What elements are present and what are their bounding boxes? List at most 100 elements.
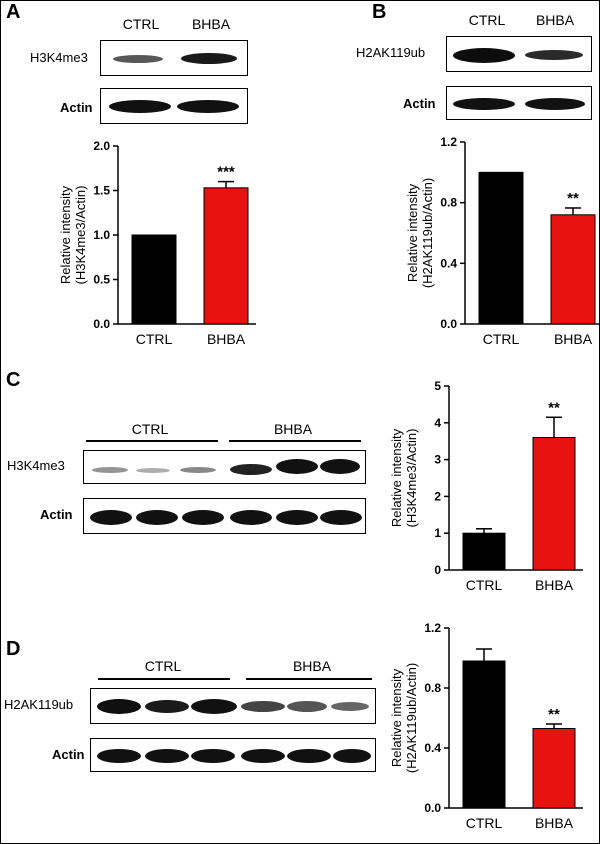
panel-c-blot-actin <box>83 498 366 534</box>
y-axis-label: Relative intensity <box>58 185 73 284</box>
bar-bhba <box>203 187 249 325</box>
panel-d-group-bhba: BHBA <box>292 658 332 674</box>
panel-c-blot-label-actin: Actin <box>40 507 73 522</box>
blot-band <box>241 749 285 763</box>
blot-band <box>109 100 171 113</box>
bar-bhba <box>532 728 576 809</box>
x-tick-label: BHBA <box>535 577 574 593</box>
y-tick-label: 2 <box>434 489 441 503</box>
y-tick-label: 0.4 <box>424 741 441 755</box>
panel-b-blot-actin <box>446 86 592 120</box>
y-tick-label: 0.8 <box>440 196 457 210</box>
panel-b-blot-label-actin: Actin <box>403 96 436 111</box>
panel-c-group-ctrl: CTRL <box>131 421 169 437</box>
y-tick-label: 1.0 <box>93 228 110 242</box>
bar-ctrl <box>462 532 506 571</box>
y-tick-label: 1.2 <box>424 621 441 635</box>
panel-b-col-bhba: BHBA <box>535 12 575 28</box>
blot-band <box>276 459 318 474</box>
blot-band <box>145 700 189 713</box>
x-tick-label: BHBA <box>554 331 593 347</box>
panel-a-blot-h3k4me3 <box>100 40 248 76</box>
y-axis-label: (H3K4me3/Actin) <box>73 186 88 285</box>
panel-d-bar-chart: 0.0 0.4 0.8 1.2 Relative intensity (H2AK119ub… <box>389 621 583 831</box>
blot-band <box>177 100 239 113</box>
panel-c-blot-h3k4me3 <box>83 450 366 484</box>
bar-bhba <box>532 437 576 571</box>
blot-band <box>525 50 583 60</box>
blot-band <box>191 699 237 714</box>
blot-band <box>181 53 237 64</box>
panel-d-group-ctrl: CTRL <box>144 658 182 674</box>
y-tick-label: 0.5 <box>93 273 110 287</box>
blot-band <box>241 701 285 712</box>
y-axis-label: Relative intensity <box>405 183 420 282</box>
x-tick-label: BHBA <box>207 331 246 347</box>
x-tick-label: CTRL <box>136 331 173 347</box>
panel-c-group-ctrl-line <box>86 440 218 442</box>
y-tick-label: 0.0 <box>424 801 441 815</box>
significance-marker: ** <box>567 190 579 207</box>
panel-a-blot-actin <box>100 88 248 124</box>
panel-d-blot-label-actin: Actin <box>52 747 85 762</box>
y-tick-label: 0.8 <box>424 681 441 695</box>
panel-d-blot-actin <box>90 738 376 772</box>
blot-band <box>333 749 371 763</box>
y-tick-label: 0.4 <box>440 256 457 270</box>
panel-a-blot-label-actin: Actin <box>60 100 93 115</box>
blot-band <box>90 510 132 525</box>
panel-b-bar-chart: 0.0 0.4 0.8 1.2 Relative intensity (H2AK119ub… <box>405 135 600 347</box>
bar-ctrl <box>462 660 506 809</box>
blot-band <box>287 701 327 712</box>
y-tick-label: 1.5 <box>93 184 110 198</box>
panel-c-letter: C <box>6 369 21 391</box>
y-axis-label: Relative intensity <box>389 428 404 527</box>
blot-band <box>180 467 216 473</box>
blot-band <box>331 702 369 711</box>
panel-b-col-ctrl: CTRL <box>468 12 506 28</box>
panel-d-blot-label-h2ak119ub: H2AK119ub <box>4 697 74 712</box>
blot-band <box>136 468 170 473</box>
significance-marker: ** <box>548 399 560 416</box>
panel-d-blot-h2ak119ub <box>90 688 376 724</box>
blot-band <box>320 510 362 525</box>
blot-band <box>97 749 141 763</box>
blot-band <box>136 510 178 525</box>
panel-a-letter: A <box>6 1 21 23</box>
y-axis-label: (H2AK119ub/Actin) <box>420 178 435 288</box>
blot-band <box>276 510 318 525</box>
blot-band <box>145 749 189 763</box>
bar-ctrl <box>131 234 177 325</box>
y-tick-label: 1 <box>434 526 441 540</box>
blot-band <box>525 98 585 110</box>
x-tick-label: CTRL <box>483 331 520 347</box>
panel-a-col-bhba: BHBA <box>191 16 231 32</box>
blot-band <box>92 467 128 473</box>
blot-band <box>191 749 235 763</box>
y-axis-label: Relative intensity <box>389 668 404 767</box>
panel-a-blot-label-h3k4me3: H3K4me3 <box>30 50 88 65</box>
panel-d-group-bhba-line <box>246 678 372 680</box>
panel-d-letter: D <box>6 638 21 660</box>
y-tick-label: 1.2 <box>440 135 457 149</box>
bar-ctrl <box>478 171 524 325</box>
blot-band <box>182 510 224 525</box>
panel-a-col-ctrl: CTRL <box>122 16 160 32</box>
bar-bhba <box>550 214 596 325</box>
y-tick-label: 3 <box>434 453 441 467</box>
y-axis-label: (H2AK119ub/Actin) <box>404 663 419 773</box>
y-axis-label: (H3K4me3/Actin) <box>404 429 419 528</box>
blot-band <box>453 98 515 110</box>
y-tick-label: 0 <box>434 563 441 577</box>
y-tick-label: 2.0 <box>93 139 110 153</box>
blot-band <box>97 699 141 714</box>
blot-band <box>230 464 272 475</box>
panel-c-group-bhba-line <box>229 440 361 442</box>
blot-band <box>230 510 272 525</box>
panel-b-letter: B <box>372 1 387 23</box>
panel-c-bar-chart: 0 1 2 3 4 5 Relative intensity (H3K4me3/Actin) C… <box>389 379 583 593</box>
blot-band <box>320 459 360 474</box>
y-tick-label: 4 <box>434 416 441 430</box>
y-tick-label: 0.0 <box>440 317 457 331</box>
blot-band <box>113 55 163 63</box>
